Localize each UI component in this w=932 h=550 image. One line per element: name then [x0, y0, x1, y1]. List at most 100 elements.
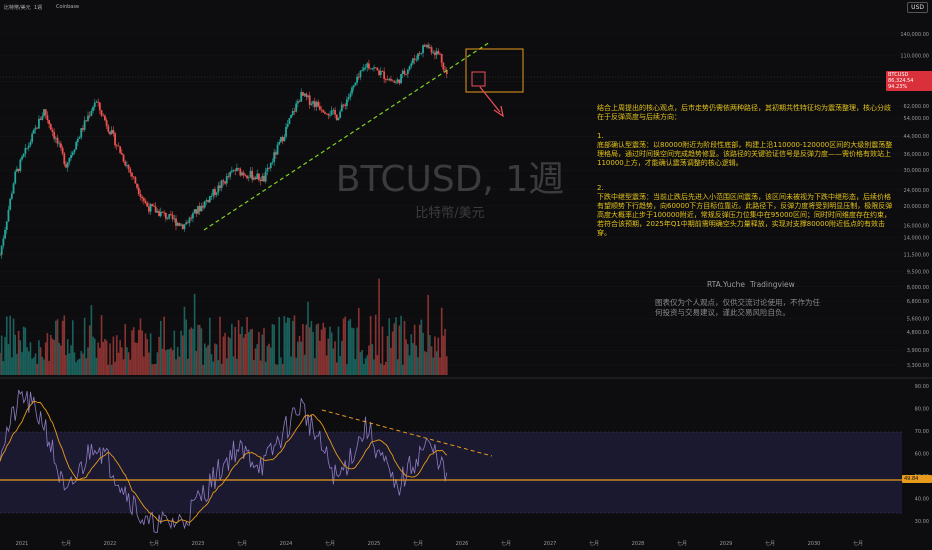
candle-body [247, 177, 250, 179]
volume-bar [423, 351, 426, 375]
candle-body [68, 157, 71, 163]
volume-bar [310, 320, 313, 375]
candle-body [281, 136, 284, 142]
candle-body [256, 173, 259, 180]
volume-bar [220, 363, 223, 375]
candle-body [432, 52, 435, 54]
volume-bar [97, 342, 99, 375]
candle-body [178, 223, 181, 226]
candle-body [371, 68, 374, 70]
candle-body [60, 143, 62, 148]
volume-bar [78, 358, 81, 375]
candle-body [254, 177, 257, 180]
candle-body [61, 147, 64, 154]
candle-body [127, 165, 130, 170]
candle-body [376, 67, 379, 71]
volume-bar [344, 316, 347, 375]
volume-bar [425, 352, 428, 375]
volume-bar [158, 336, 160, 375]
currency-button[interactable]: USD [907, 2, 928, 13]
volume-bar [271, 324, 274, 375]
range-zone-box[interactable] [465, 48, 524, 93]
candle-body [14, 171, 17, 184]
volume-bar [388, 318, 391, 375]
volume-bar [215, 344, 218, 375]
volume-bar [100, 315, 103, 375]
candle-body [230, 170, 233, 172]
candle-body [56, 137, 59, 144]
price-tick-label: 54,000.00 [904, 116, 929, 122]
symbol-description[interactable]: 比特幣/美元 [4, 5, 31, 11]
volume-bar [234, 326, 237, 375]
volume-bar [77, 359, 79, 375]
price-tick-label: 4,800.00 [907, 330, 929, 336]
candle-body [75, 142, 78, 150]
candle-body [83, 120, 86, 130]
price-tick-label: 16,000.00 [904, 224, 929, 230]
candle-body [154, 206, 157, 213]
volume-bar [188, 329, 191, 375]
volume-bar [400, 315, 402, 375]
volume-bar [41, 356, 44, 375]
volume-bar [173, 330, 176, 375]
candle-body [435, 51, 438, 56]
candle-body [378, 70, 380, 75]
candle-body [17, 168, 20, 171]
candle-body [229, 171, 232, 177]
support-trendline[interactable] [203, 41, 491, 231]
volume-bar [247, 332, 250, 375]
candle-body [26, 147, 28, 149]
volume-bar [46, 333, 49, 375]
author-label: RTA.Yuche [707, 280, 746, 289]
volume-bar [366, 355, 369, 375]
volume-bar [445, 356, 448, 375]
volume-bar [71, 320, 74, 375]
volume-bar [14, 334, 17, 375]
volume-bar [361, 349, 363, 375]
volume-bar [390, 347, 392, 375]
target-zone-box[interactable] [471, 71, 486, 87]
volume-bar [324, 327, 326, 375]
time-tick-label: 七月 [325, 540, 335, 547]
candle-body [237, 167, 240, 169]
time-tick-label: 2025 [368, 541, 381, 547]
volume-bar [176, 346, 179, 375]
candle-body [434, 52, 436, 56]
rsi-tick-label: 40.00 [915, 497, 929, 503]
volume-bar [391, 331, 394, 375]
volume-bar [2, 361, 5, 375]
rsi-tick-label: 60.00 [915, 452, 929, 458]
candle-body [406, 69, 409, 74]
volume-bar [65, 354, 67, 375]
volume-bar [144, 333, 147, 375]
volume-bar [222, 336, 225, 375]
candle-body [264, 171, 267, 182]
volume-bar [286, 317, 289, 375]
candle-body [168, 214, 171, 219]
volume-bar [219, 316, 221, 375]
candle-body [268, 167, 270, 169]
volume-bar [335, 362, 338, 375]
candle-body [324, 112, 326, 114]
interval-label[interactable]: 1週 [34, 5, 43, 11]
candle-body [129, 169, 132, 173]
volume-bar [322, 322, 325, 375]
candle-body [347, 97, 350, 100]
volume-bar [256, 344, 259, 375]
candle-body [398, 79, 401, 84]
candle-body [7, 209, 10, 222]
time-tick-label: 2023 [192, 541, 205, 547]
volume-bar [405, 339, 407, 375]
volume-bar [114, 361, 116, 375]
candle-body [234, 170, 237, 172]
volume-bar [9, 315, 11, 375]
volume-bar [295, 357, 297, 375]
volume-bar [369, 315, 372, 375]
volume-bar [229, 338, 231, 375]
price-tick-label: 36,000.00 [904, 152, 929, 158]
volume-bar [193, 293, 196, 375]
rsi-trendline[interactable] [321, 409, 493, 457]
candle-body [92, 106, 94, 112]
candle-body [373, 67, 375, 69]
